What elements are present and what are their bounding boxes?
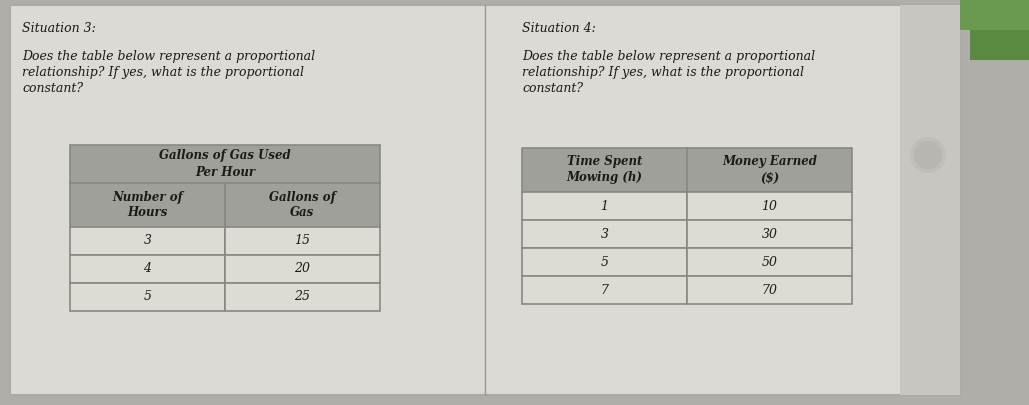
Bar (687, 220, 852, 248)
Text: 70: 70 (761, 284, 778, 296)
Bar (687, 192, 852, 220)
Text: 15: 15 (294, 234, 311, 247)
Text: 10: 10 (761, 200, 778, 213)
Text: Number of
Hours: Number of Hours (112, 190, 183, 220)
Bar (687, 276, 852, 304)
Text: 20: 20 (294, 262, 311, 275)
Circle shape (914, 141, 942, 169)
Text: 5: 5 (601, 256, 608, 269)
Circle shape (910, 137, 946, 173)
Bar (687, 148, 852, 192)
Text: Time Spent
Mowing (h): Time Spent Mowing (h) (567, 156, 642, 185)
Text: 3: 3 (601, 228, 608, 241)
Text: 25: 25 (294, 290, 311, 303)
Bar (522, 276, 687, 304)
Bar (970, 0, 1029, 60)
Bar (70, 255, 225, 283)
Text: Gallons of
Gas: Gallons of Gas (270, 190, 335, 220)
Bar (225, 283, 380, 311)
Bar (225, 255, 380, 283)
Bar (70, 145, 380, 183)
Text: 4: 4 (143, 262, 151, 275)
Text: 5: 5 (143, 290, 151, 303)
Bar (522, 220, 687, 248)
Text: constant?: constant? (22, 82, 83, 95)
Text: Money Earned
($): Money Earned ($) (722, 156, 817, 185)
Bar (70, 183, 225, 227)
Text: relationship? If yes, what is the proportional: relationship? If yes, what is the propor… (522, 66, 804, 79)
Bar (522, 192, 687, 220)
Text: Situation 4:: Situation 4: (522, 22, 596, 35)
Bar (225, 183, 380, 227)
Text: Gallons of Gas Used
Per Hour: Gallons of Gas Used Per Hour (159, 149, 291, 179)
Text: Does the table below represent a proportional: Does the table below represent a proport… (22, 50, 315, 63)
Text: 30: 30 (761, 228, 778, 241)
Bar (960, 0, 1029, 30)
Text: 7: 7 (601, 284, 608, 296)
Bar (900, 5, 960, 395)
Text: 3: 3 (143, 234, 151, 247)
Text: Does the table below represent a proportional: Does the table below represent a proport… (522, 50, 815, 63)
Bar (522, 148, 687, 192)
Bar (687, 248, 852, 276)
Bar (70, 227, 225, 255)
Text: 50: 50 (761, 256, 778, 269)
Bar (225, 227, 380, 255)
Text: Situation 3:: Situation 3: (22, 22, 96, 35)
Bar (522, 248, 687, 276)
Text: constant?: constant? (522, 82, 583, 95)
Bar (70, 283, 225, 311)
Text: 1: 1 (601, 200, 608, 213)
Text: relationship? If yes, what is the proportional: relationship? If yes, what is the propor… (22, 66, 304, 79)
